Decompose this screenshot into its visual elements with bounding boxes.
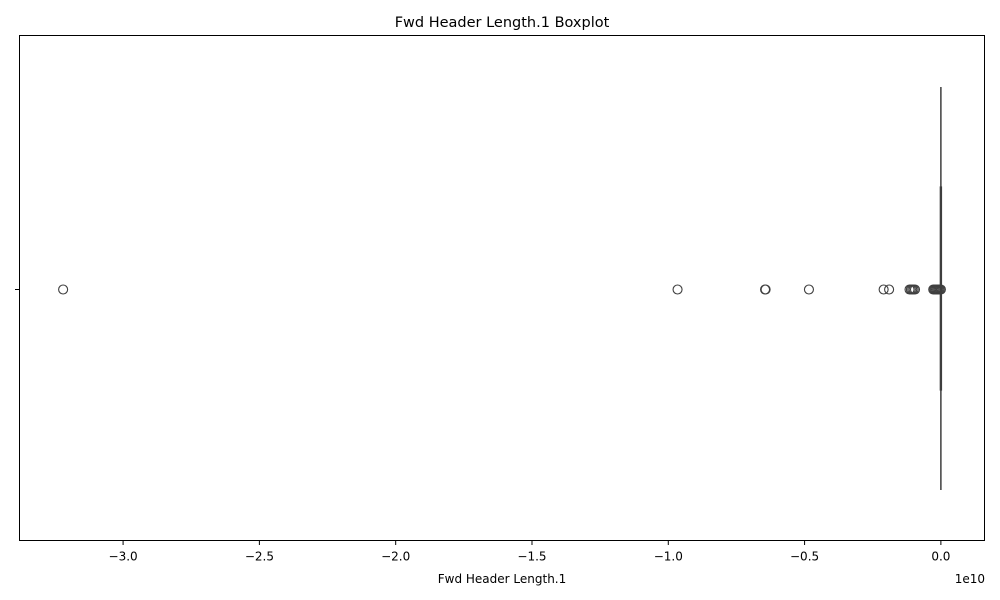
outlier-point <box>58 284 69 295</box>
x-tick-label: −1.0 <box>654 550 683 564</box>
outlier-point <box>909 284 921 295</box>
x-tick-label: −0.5 <box>790 550 819 564</box>
outlier-point <box>884 284 895 295</box>
outlier-point <box>803 284 814 295</box>
x-tick-label: −2.0 <box>381 550 410 564</box>
plot-frame <box>19 35 985 541</box>
x-axis-label: Fwd Header Length.1 <box>438 572 567 586</box>
outlier-points <box>58 284 946 295</box>
x-tick-label: −1.5 <box>517 550 546 564</box>
chart-title: Fwd Header Length.1 Boxplot <box>395 15 610 31</box>
x-axis: −3.0 −2.5 −2.0 −1.5 −1.0 −0.5 0.0 <box>109 540 950 564</box>
x-tick-label: −3.0 <box>109 550 138 564</box>
x-tick-label: 0.0 <box>931 550 950 564</box>
x-axis-offset-label: 1e10 <box>955 572 985 586</box>
outlier-point <box>672 284 683 295</box>
outlier-point <box>935 284 946 295</box>
x-tick-label: −2.5 <box>245 550 274 564</box>
outlier-point <box>878 284 889 295</box>
outlier-point <box>760 284 771 295</box>
